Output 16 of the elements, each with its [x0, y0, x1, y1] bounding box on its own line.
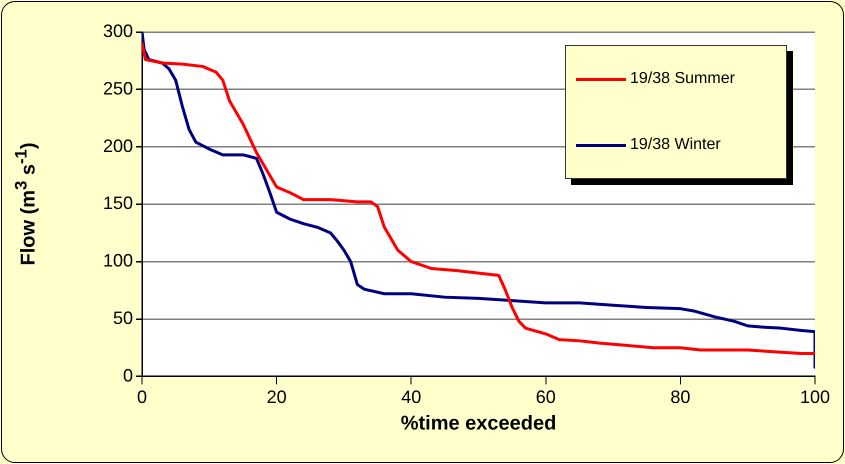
- y-tick-label: 50: [113, 308, 134, 328]
- legend-label: 19/38 Winter: [630, 136, 721, 154]
- y-tick-label: 100: [102, 250, 134, 271]
- x-axis-title: %time exceeded: [400, 412, 556, 435]
- y-tick-label: 200: [102, 136, 134, 156]
- x-tick-label: 0: [137, 387, 148, 408]
- x-tick-label: 80: [670, 387, 690, 408]
- y-tick-label: 150: [102, 193, 134, 214]
- y-tick-label: 250: [102, 78, 134, 98]
- x-tick-label: 100: [800, 387, 830, 408]
- x-tick-label: 20: [266, 387, 287, 408]
- y-tick-label: 0: [123, 365, 134, 386]
- y-tick-label: 300: [102, 20, 134, 41]
- x-tick-label: 40: [401, 387, 422, 408]
- x-tick-label: 60: [536, 387, 556, 408]
- legend-label: 19/38 Summer: [630, 70, 735, 88]
